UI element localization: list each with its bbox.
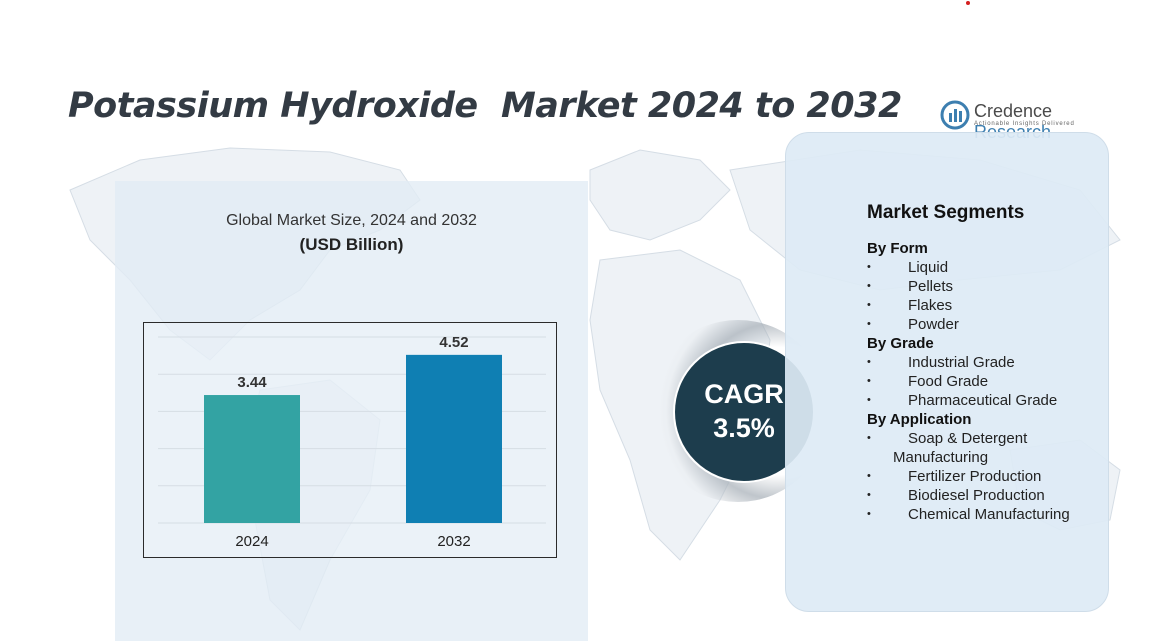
segment-group-title: By Form	[867, 240, 928, 257]
bar-value-label: 4.52	[439, 334, 468, 351]
bar-chart: 3.44 2024 4.52 2032	[158, 334, 546, 550]
cagr-value: 3.5%	[713, 413, 775, 443]
chart-frame: 3.44 2024 4.52 2032	[143, 322, 557, 558]
segment-item-label: Powder	[908, 316, 959, 333]
segment-item: • Pharmaceutical Grade	[867, 391, 1107, 410]
bar-2024	[204, 395, 300, 523]
x-tick-label: 2024	[235, 533, 268, 550]
segment-item: • Liquid	[867, 258, 1107, 277]
bullet-icon: •	[867, 432, 871, 444]
segments-panel	[785, 132, 1109, 612]
cagr-label: CAGR	[704, 379, 784, 409]
segment-item-label: Pellets	[908, 278, 954, 295]
segment-group-title: By Grade	[867, 335, 934, 352]
page-title: Potassium Hydroxide Market 2024 to 2032	[68, 86, 902, 126]
bullet-icon: •	[867, 299, 871, 311]
chart-subheading: (USD Billion)	[299, 235, 404, 254]
red-marker-dot	[966, 1, 970, 5]
segment-group-title: By Application	[867, 411, 972, 428]
segment-item: • Food Grade	[867, 372, 1107, 391]
segment-item-label: Food Grade	[908, 373, 989, 390]
bullet-icon: •	[867, 280, 871, 292]
segment-item-label: Flakes	[908, 297, 953, 314]
segment-item: • Biodiesel Production	[867, 486, 1107, 505]
bullet-icon: •	[867, 318, 871, 330]
credence-research-logo: Credence Research Actionable Insights De…	[940, 100, 1130, 142]
bar-value-label: 3.44	[237, 374, 267, 391]
segment-item-label: Soap & Detergent Manufacturing	[893, 430, 1028, 466]
segment-item: • Flakes	[867, 296, 1107, 315]
bullet-icon: •	[867, 508, 871, 520]
segment-item: • Soap & Detergent Manufacturing	[867, 429, 1107, 467]
segment-item-label: Biodiesel Production	[908, 487, 1045, 504]
segment-item-label: Industrial Grade	[908, 354, 1015, 371]
segment-item: • Powder	[867, 315, 1107, 334]
segments-title: Market Segments	[867, 202, 1025, 223]
logo-name-part1: Credence	[974, 101, 1053, 121]
logo-tagline: Actionable Insights Delivered	[974, 121, 1075, 127]
chart-heading: Global Market Size, 2024 and 2032	[226, 212, 477, 229]
segment-item: • Chemical Manufacturing	[867, 505, 1107, 524]
segment-item: • Fertilizer Production	[867, 467, 1107, 486]
bullet-icon: •	[867, 356, 871, 368]
segment-item-label: Fertilizer Production	[908, 468, 1042, 485]
bullet-icon: •	[867, 261, 871, 273]
segments-list: By Form • Liquid • Pellets • Flakes • Powder By G…	[867, 239, 1107, 524]
bar-2032	[406, 354, 502, 523]
bullet-icon: •	[867, 489, 871, 501]
x-tick-label: 2032	[437, 533, 470, 550]
bar-chart-logo-icon	[940, 100, 970, 130]
segment-item-label: Chemical Manufacturing	[908, 506, 1070, 523]
bullet-icon: •	[867, 375, 871, 387]
segment-item-label: Pharmaceutical Grade	[908, 392, 1058, 409]
segment-item-label: Liquid	[908, 259, 949, 276]
segment-item: • Pellets	[867, 277, 1107, 296]
bullet-icon: •	[867, 470, 871, 482]
segment-item: • Industrial Grade	[867, 353, 1107, 372]
bullet-icon: •	[867, 394, 871, 406]
